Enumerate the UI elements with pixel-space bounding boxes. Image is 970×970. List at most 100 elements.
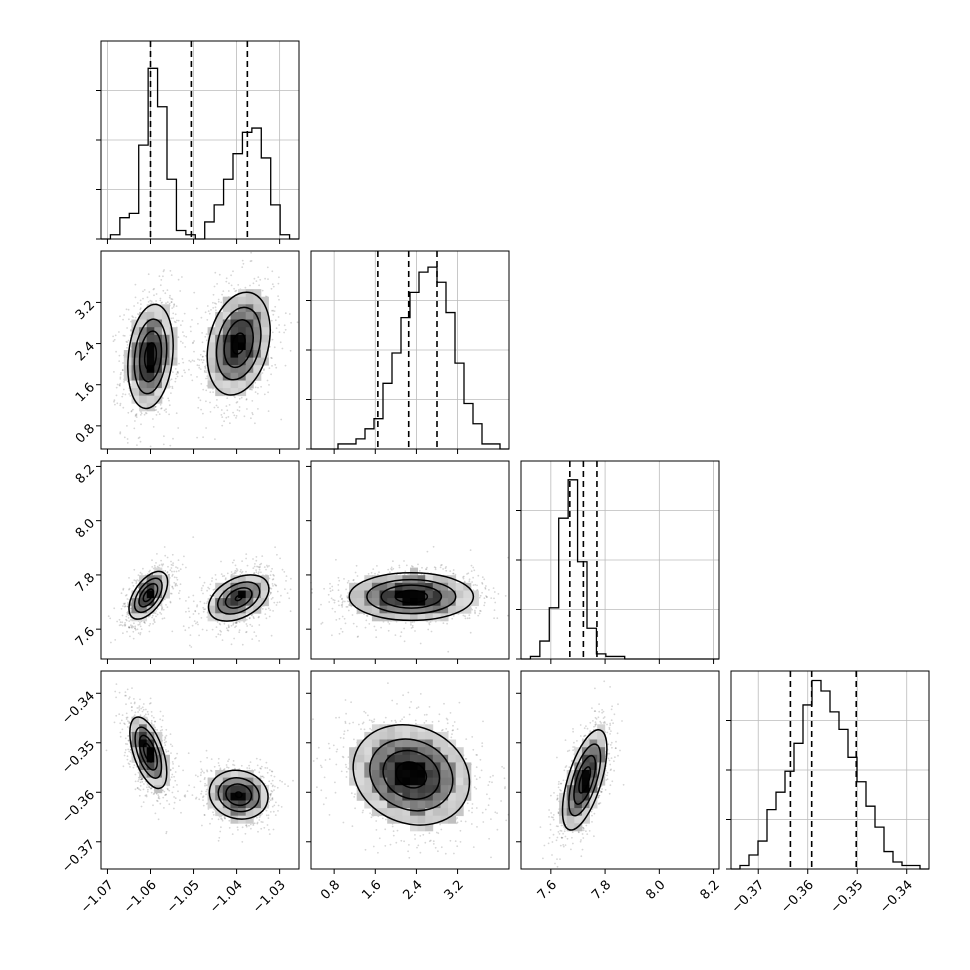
scatter-point	[147, 273, 150, 276]
scatter-point	[392, 560, 394, 563]
scatter-point	[337, 589, 340, 592]
scatter-point	[169, 270, 172, 272]
scatter-point	[451, 617, 454, 620]
scatter-point	[242, 262, 245, 265]
scatter-point	[125, 308, 128, 311]
scatter-point	[380, 626, 382, 629]
scatter-point	[122, 588, 125, 591]
scatter-point	[119, 402, 122, 405]
scatter-point	[333, 601, 336, 604]
scatter-point	[341, 601, 344, 604]
histogram-step-line	[731, 679, 929, 870]
scatter-point	[234, 396, 236, 399]
scatter-point	[472, 584, 475, 586]
scatter-point	[245, 398, 248, 401]
scatter-point	[203, 602, 206, 605]
scatter-point	[170, 298, 173, 300]
scatter-point	[149, 569, 151, 572]
density-cell	[146, 334, 155, 343]
scatter-point	[332, 598, 335, 601]
scatter-point	[177, 427, 180, 429]
scatter-point	[171, 298, 174, 301]
scatter-point	[376, 565, 378, 567]
scatter-point	[170, 563, 173, 566]
hist-panel-4	[726, 670, 930, 874]
scatter-point	[120, 608, 123, 610]
scatter-point	[252, 282, 255, 285]
scatter-point	[462, 614, 465, 617]
scatter-point	[478, 596, 481, 599]
scatter-point	[178, 589, 181, 592]
scatter-point	[167, 397, 170, 400]
scatter-point	[164, 292, 167, 295]
scatter-point	[256, 565, 258, 568]
scatter-point	[270, 634, 273, 637]
scatter-point	[432, 545, 435, 548]
scatter-point	[114, 639, 117, 641]
scatter-point	[273, 574, 275, 577]
scatter-point	[252, 616, 255, 618]
scatter-point	[277, 295, 279, 297]
scatter-point	[206, 305, 209, 307]
scatter-point	[223, 412, 226, 415]
scatter-point	[271, 270, 274, 273]
scatter-point	[232, 623, 235, 626]
scatter-point	[208, 312, 211, 315]
scatter-point	[427, 628, 430, 631]
scatter-point	[152, 716, 155, 719]
scatter-point	[352, 622, 355, 625]
scatter-point	[275, 327, 278, 330]
scatter-point	[267, 278, 269, 280]
scatter-point	[288, 597, 291, 600]
scatter-point	[215, 303, 218, 305]
scatter-point	[153, 618, 156, 621]
scatter-point	[403, 627, 405, 630]
scatter-point	[151, 616, 154, 619]
scatter-point	[204, 335, 207, 338]
scatter-point	[170, 567, 173, 569]
scatter-point	[174, 584, 177, 587]
scatter-point	[207, 310, 210, 312]
scatter-point	[202, 359, 205, 362]
scatter-point	[151, 614, 154, 617]
scatter-point	[442, 568, 444, 570]
scatter-point	[129, 329, 132, 332]
scatter-point	[267, 391, 269, 394]
scatter-point	[215, 309, 217, 312]
scatter-point	[445, 569, 448, 572]
scatter-point	[159, 284, 162, 287]
scatter-point	[439, 566, 442, 569]
scatter-point	[113, 400, 115, 403]
scatter-point	[260, 571, 262, 574]
scatter-point	[173, 570, 176, 573]
scatter-point	[170, 301, 173, 303]
scatter-point	[119, 378, 122, 380]
scatter-point	[119, 431, 122, 434]
scatter-point	[335, 558, 337, 561]
scatter-point	[246, 564, 249, 567]
scatter-point	[139, 414, 142, 416]
panel-frame	[730, 670, 930, 870]
scatter-point	[426, 550, 429, 553]
scatter-point	[215, 626, 218, 628]
scatter-point	[205, 602, 208, 605]
scatter-point	[410, 623, 412, 626]
scatter-point	[119, 383, 121, 385]
scatter-point	[216, 283, 219, 285]
scatter-point	[345, 588, 347, 591]
scatter-point	[288, 313, 291, 315]
scatter-point	[399, 635, 402, 638]
scatter-point	[140, 303, 142, 305]
scatter-point	[419, 642, 422, 645]
scatter-point	[197, 612, 200, 615]
scatter-point	[226, 572, 229, 575]
scatter-point	[387, 629, 390, 632]
scatter-point	[205, 377, 207, 380]
scatter-point	[113, 399, 116, 402]
scatter-point	[193, 291, 196, 294]
scatter-point	[200, 408, 203, 411]
scatter-point	[202, 355, 204, 358]
scatter-point	[273, 601, 276, 604]
scatter-point	[172, 767, 174, 770]
scatter-point	[246, 408, 248, 410]
